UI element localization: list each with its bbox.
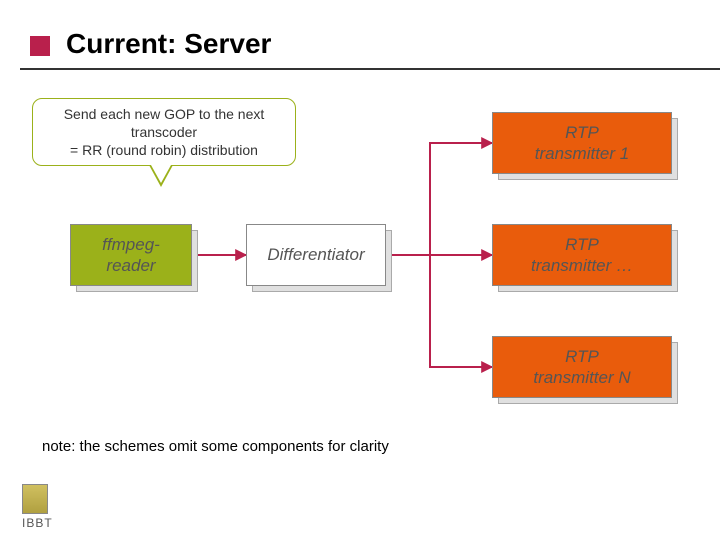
node-label: ffmpeg-reader xyxy=(102,234,160,277)
university-badge-icon xyxy=(22,484,48,514)
node-label: RTPtransmitter … xyxy=(531,234,633,277)
callout-tail-icon xyxy=(151,165,171,183)
callout-bubble: Send each new GOP to the next transcoder… xyxy=(32,98,296,166)
node-label: RTPtransmitter 1 xyxy=(535,122,629,165)
ffmpeg-reader-node: ffmpeg-reader xyxy=(70,224,192,286)
callout-line: transcoder xyxy=(131,123,197,141)
ibbt-logo-text: IBBT xyxy=(22,516,53,530)
rtp-transmitter-n-node: RTPtransmitter N xyxy=(492,336,672,398)
footer-logo: IBBT xyxy=(22,484,53,530)
callout-line: Send each new GOP to the next xyxy=(64,105,265,123)
node-label: RTPtransmitter N xyxy=(533,346,630,389)
header-divider xyxy=(20,68,720,70)
slide-title: Current: Server xyxy=(66,28,271,60)
node-label: Differentiator xyxy=(267,244,364,265)
differentiator-node: Differentiator xyxy=(246,224,386,286)
footnote-text: note: the schemes omit some components f… xyxy=(42,438,389,455)
title-bullet-icon xyxy=(30,36,50,56)
rtp-transmitter-ellipsis-node: RTPtransmitter … xyxy=(492,224,672,286)
rtp-transmitter-1-node: RTPtransmitter 1 xyxy=(492,112,672,174)
callout-line: = RR (round robin) distribution xyxy=(70,141,258,159)
